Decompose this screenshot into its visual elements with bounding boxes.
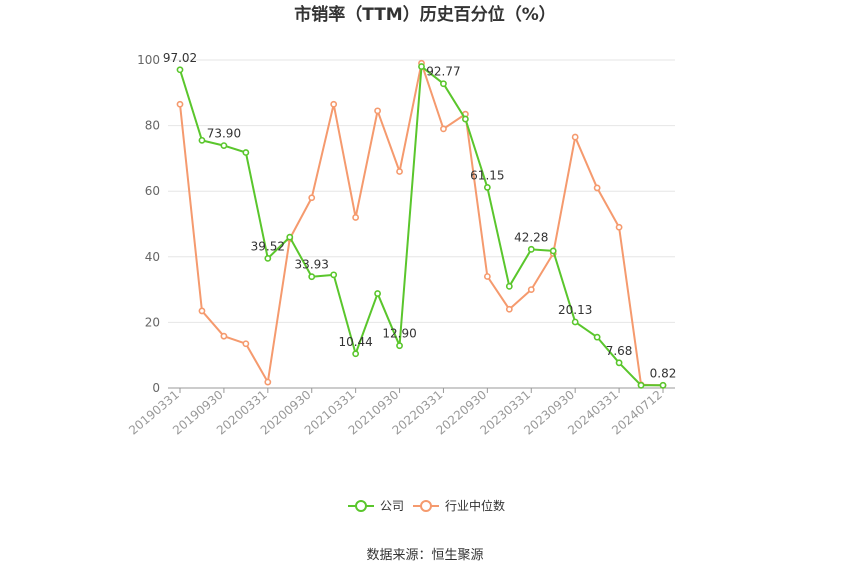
point-industry-median[interactable] <box>264 378 272 386</box>
legend-company-marker <box>355 500 367 512</box>
data-label: 10.44 <box>338 335 372 349</box>
data-label: 92.77 <box>426 65 460 79</box>
point-company[interactable] <box>527 245 535 253</box>
point-industry-median[interactable] <box>242 340 250 348</box>
point-industry-median[interactable] <box>374 107 381 115</box>
point-company[interactable] <box>440 80 447 88</box>
data-label: 12.90 <box>382 327 416 341</box>
data-labels: 97.02 73.90 39.52 33.93 10.44 12.90 92.77 61.15… <box>163 51 677 381</box>
point-industry-median[interactable] <box>571 133 579 141</box>
series-line-company <box>179 65 663 387</box>
series-layer <box>176 59 667 389</box>
point-company[interactable] <box>352 350 360 358</box>
point-company[interactable] <box>593 333 601 341</box>
point-company[interactable] <box>198 136 206 144</box>
series-line-industry-median <box>179 62 664 387</box>
axes: 0204060801002019033120190930202003312020… <box>126 53 675 438</box>
point-company[interactable] <box>308 273 316 281</box>
point-company[interactable] <box>637 381 645 389</box>
y-tick-label: 0 <box>152 381 160 395</box>
point-industry-median[interactable] <box>220 332 228 340</box>
point-company[interactable] <box>418 63 425 70</box>
source-note: 数据来源：恒生聚源 <box>366 548 483 563</box>
point-industry-median[interactable] <box>176 100 184 108</box>
data-label: 0.82 <box>650 366 677 380</box>
point-company[interactable] <box>330 271 338 279</box>
point-company[interactable] <box>264 254 272 262</box>
y-tick-label: 60 <box>145 184 160 198</box>
point-industry-median[interactable] <box>308 194 316 202</box>
legend-industry-label: 行业中位数 <box>445 498 505 513</box>
point-industry-median[interactable] <box>352 214 360 221</box>
point-industry-median[interactable] <box>396 168 403 175</box>
point-industry-median[interactable] <box>615 223 623 231</box>
legend-item-industry-median[interactable]: 行业中位数 <box>413 498 505 513</box>
point-company[interactable] <box>242 149 250 156</box>
point-company[interactable] <box>483 184 491 191</box>
point-company[interactable] <box>462 115 469 123</box>
data-label: 33.93 <box>295 258 329 272</box>
point-company[interactable] <box>571 318 579 326</box>
data-label: 73.90 <box>207 127 241 141</box>
data-label: 61.15 <box>470 168 504 182</box>
legend-item-company[interactable]: 公司 <box>348 499 404 513</box>
chart-title: 市销率（TTM）历史百分位（%） <box>294 4 556 25</box>
point-industry-median[interactable] <box>330 100 338 108</box>
point-company[interactable] <box>286 233 294 241</box>
point-company[interactable] <box>176 66 184 74</box>
data-label: 42.28 <box>514 230 548 244</box>
data-label: 7.68 <box>606 344 633 358</box>
point-industry-median[interactable] <box>593 184 601 192</box>
y-tick-label: 100 <box>137 53 160 67</box>
data-label: 97.02 <box>163 51 197 65</box>
data-label: 20.13 <box>558 303 592 317</box>
y-tick-label: 20 <box>145 315 160 329</box>
point-industry-median[interactable] <box>527 286 535 293</box>
point-industry-median[interactable] <box>440 125 447 133</box>
point-industry-median[interactable] <box>198 307 206 315</box>
point-company[interactable] <box>615 359 623 367</box>
point-company[interactable] <box>374 290 381 297</box>
point-company[interactable] <box>396 342 403 350</box>
point-industry-median[interactable] <box>483 273 491 280</box>
y-tick-label: 40 <box>145 250 160 264</box>
point-company[interactable] <box>220 142 228 150</box>
data-label: 39.52 <box>251 239 285 253</box>
point-company[interactable] <box>659 381 667 389</box>
point-company[interactable] <box>505 282 513 290</box>
legend[interactable]: 公司 行业中位数 <box>348 498 505 513</box>
point-company[interactable] <box>549 247 557 255</box>
y-tick-label: 80 <box>145 119 160 133</box>
legend-company-label: 公司 <box>380 499 404 513</box>
legend-industry-marker <box>420 500 432 512</box>
point-industry-median[interactable] <box>505 305 513 313</box>
